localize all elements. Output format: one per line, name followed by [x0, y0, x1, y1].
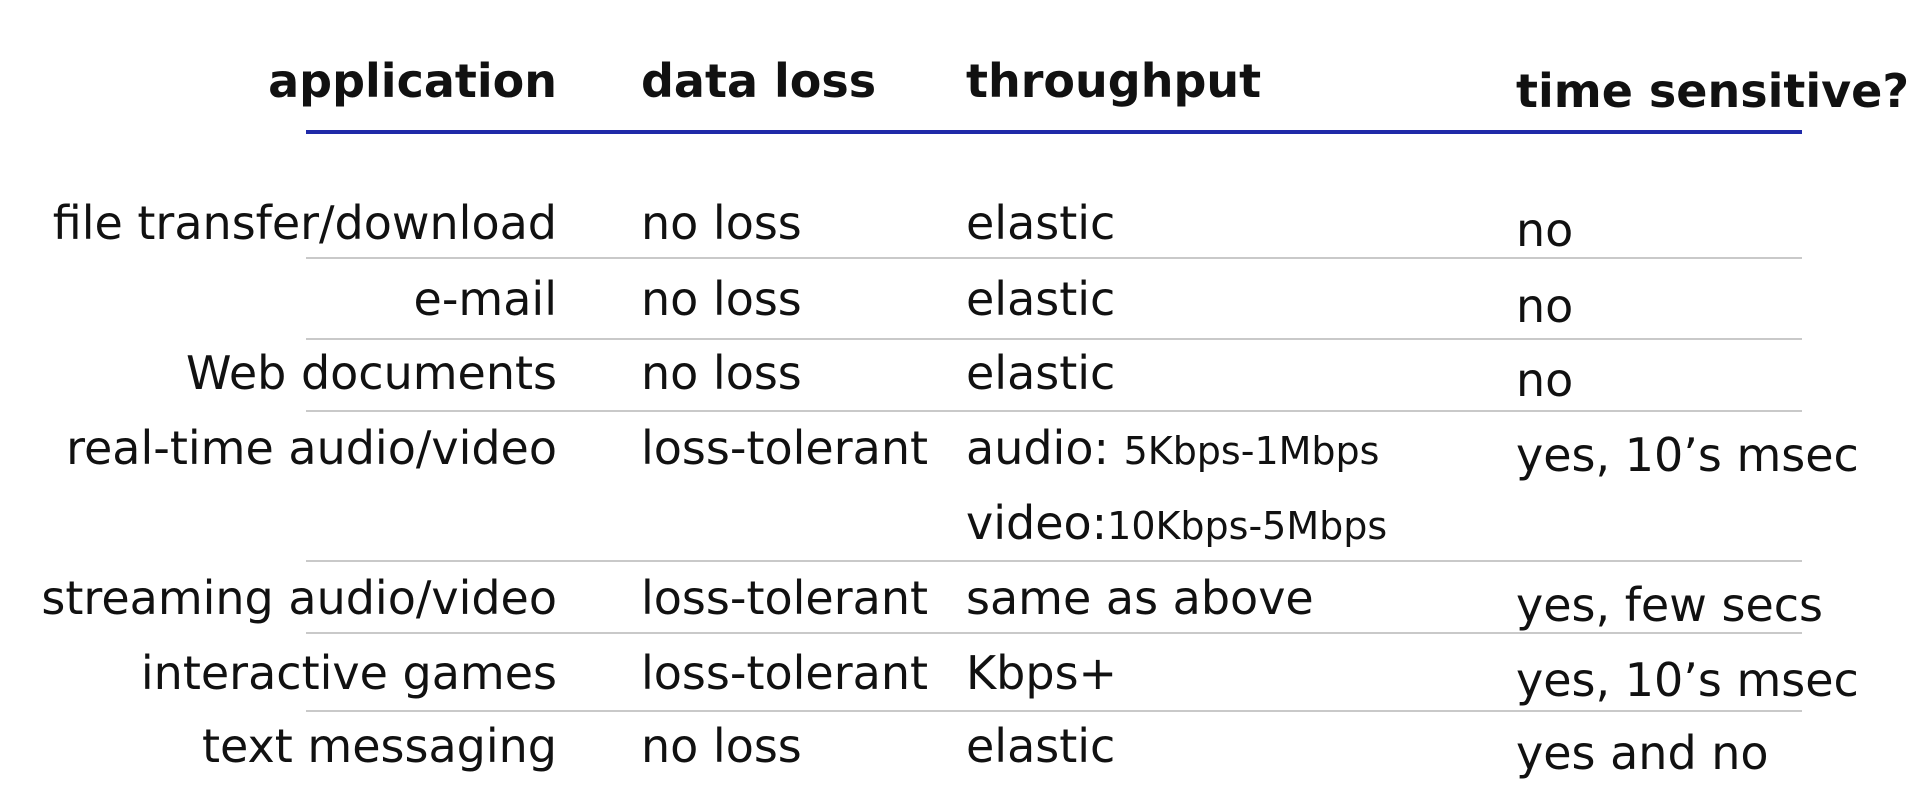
cell-application: Web documents	[186, 346, 557, 400]
cell-application: interactive games	[140, 646, 557, 700]
row-divider	[306, 338, 1802, 340]
cell-throughput: elastic	[966, 272, 1116, 326]
cell-data-loss: loss-tolerant	[641, 421, 929, 475]
cell-data-loss: loss-tolerant	[641, 646, 929, 700]
cell-data-loss: no loss	[641, 719, 802, 773]
cell-throughput: same as above	[966, 571, 1314, 625]
header-divider	[306, 130, 1802, 134]
row-divider	[306, 257, 1802, 259]
column-header-data-loss: data loss	[641, 54, 877, 108]
cell-throughput: elastic	[966, 719, 1116, 773]
cell-time-sensitive: no	[1516, 353, 1574, 407]
column-header-application: application	[268, 54, 557, 108]
throughput-audio-label: audio:	[966, 421, 1124, 475]
cell-time-sensitive: yes, few secs	[1516, 578, 1823, 632]
cell-application: text messaging	[202, 719, 557, 773]
cell-data-loss: no loss	[641, 346, 802, 400]
row-divider	[306, 632, 1802, 634]
cell-throughput: elastic	[966, 196, 1116, 250]
cell-throughput: Kbps+	[966, 646, 1118, 700]
column-header-throughput: throughput	[966, 54, 1262, 108]
cell-time-sensitive: yes and no	[1516, 726, 1769, 780]
cell-throughput: elastic	[966, 346, 1116, 400]
cell-data-loss: loss-tolerant	[641, 571, 929, 625]
row-divider	[306, 710, 1802, 712]
throughput-audio-value: 5Kbps-1Mbps	[1123, 429, 1380, 473]
cell-data-loss: no loss	[641, 196, 802, 250]
cell-application: file transfer/download	[52, 196, 557, 250]
cell-application: streaming audio/video	[41, 571, 557, 625]
column-header-time-sensitive: time sensitive?	[1516, 64, 1909, 118]
cell-time-sensitive: no	[1516, 203, 1574, 257]
cell-time-sensitive: yes, 10’s msec	[1516, 428, 1859, 482]
cell-time-sensitive: yes, 10’s msec	[1516, 653, 1859, 707]
throughput-video-label: video:	[966, 496, 1108, 550]
row-divider	[306, 410, 1802, 412]
cell-application: real-time audio/video	[66, 421, 557, 475]
throughput-video-value: 10Kbps-5Mbps	[1107, 504, 1388, 548]
row-divider	[306, 560, 1802, 562]
cell-throughput-video: video:10Kbps-5Mbps	[966, 500, 1387, 546]
cell-time-sensitive: no	[1516, 279, 1574, 333]
cell-application: e-mail	[413, 272, 557, 326]
cell-throughput-audio: audio: 5Kbps-1Mbps	[966, 425, 1379, 471]
cell-data-loss: no loss	[641, 272, 802, 326]
